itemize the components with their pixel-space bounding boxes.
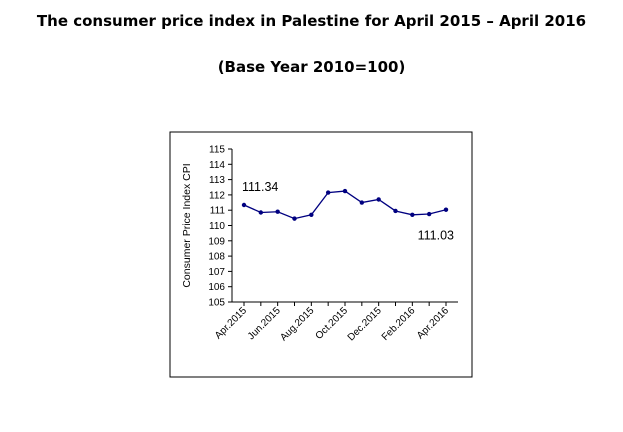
data-label: 111.03	[418, 229, 454, 243]
chart-title: The consumer price index in Palestine fo…	[36, 12, 587, 30]
y-tick-label: 109	[208, 236, 225, 247]
data-point	[359, 200, 365, 205]
data-point	[325, 190, 331, 195]
y-tick-label: 107	[208, 267, 225, 278]
data-point	[342, 188, 348, 194]
data-point	[376, 197, 381, 202]
chart-frame	[169, 131, 473, 378]
y-tick-label: 106	[208, 282, 225, 293]
data-point	[309, 212, 314, 217]
y-axis-label: Consumer Price Index CPI	[181, 163, 193, 287]
y-tick-label: 110	[209, 221, 225, 232]
data-point	[275, 209, 280, 214]
y-tick-label: 112	[209, 190, 225, 201]
data-point	[393, 208, 398, 214]
data-point	[443, 207, 449, 212]
y-tick-label: 111	[210, 206, 226, 217]
data-point	[426, 211, 432, 217]
y-tick-label: 105	[208, 298, 225, 309]
data-label: 111.34	[242, 180, 278, 194]
y-tick-label: 114	[209, 160, 225, 171]
chart-subtitle: (Base Year 2010=100)	[217, 58, 406, 76]
data-point	[258, 210, 264, 215]
y-tick-label: 113	[209, 175, 225, 186]
data-point	[241, 202, 247, 208]
y-tick-label: 115	[209, 145, 225, 156]
y-tick-label: 108	[208, 252, 225, 263]
data-point	[410, 212, 415, 217]
data-point	[292, 216, 297, 221]
